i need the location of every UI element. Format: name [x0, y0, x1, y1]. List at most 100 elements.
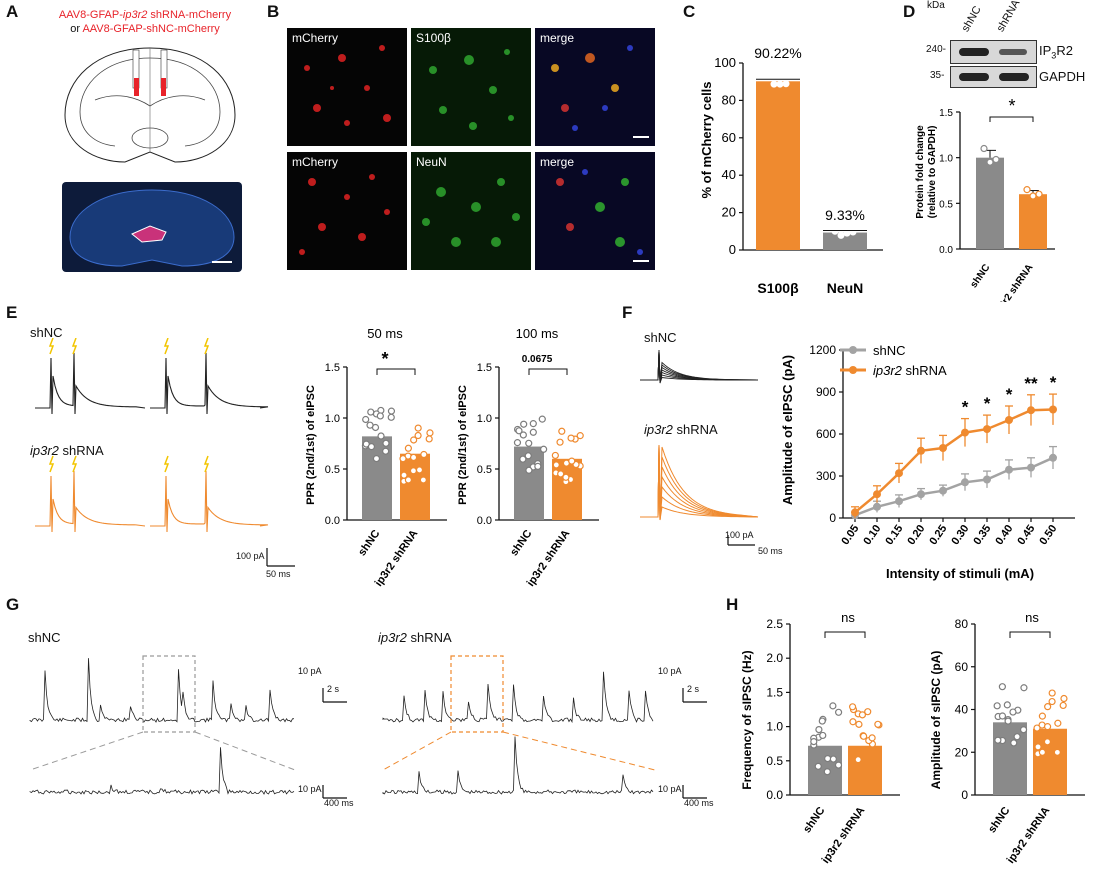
significance-marker: * [1050, 373, 1057, 392]
group-label-shrna: ip3r2 shRNA [378, 630, 452, 645]
data-point [895, 497, 903, 506]
y-tick-label: 80 [955, 617, 969, 631]
value-label: 9.33% [825, 207, 865, 223]
data-point [419, 476, 427, 484]
x-tick-label: 0.50 [1037, 523, 1059, 547]
x-tick-label: shNC [801, 805, 827, 835]
significance-marker: 0.0675 [522, 354, 553, 365]
data-point [551, 451, 559, 460]
data-point [1043, 738, 1052, 746]
micrograph-neun: NeuN [411, 152, 531, 270]
group-label-shnc: shNC [30, 325, 63, 340]
significance-marker: ** [1024, 374, 1038, 393]
x-tick-label: 0.20 [905, 523, 927, 547]
data-point [823, 768, 831, 776]
data-point [848, 703, 857, 711]
data-point [404, 444, 412, 452]
eipsc-traces [640, 349, 759, 546]
micrograph-mcherry-1: mCherry [287, 28, 407, 146]
data-point [834, 761, 843, 769]
data-point [387, 413, 395, 421]
data-point [362, 415, 370, 424]
data-point [404, 476, 413, 484]
data-point [372, 455, 381, 463]
data-point [917, 490, 925, 499]
data-point [556, 438, 564, 446]
data-point [1049, 405, 1057, 414]
data-point [819, 731, 827, 740]
data-point [994, 736, 1002, 744]
stimulus-icon [163, 338, 170, 355]
data-point [409, 467, 418, 475]
significance-bracket [824, 631, 866, 638]
data-point [1027, 463, 1035, 472]
data-point [529, 428, 537, 436]
panel-label-a: A [6, 2, 19, 21]
y-tick-label: 40 [955, 703, 969, 717]
y-tick-label: 600 [816, 427, 836, 441]
y-axis-label: Frequency of sIPSC (Hz) [740, 650, 754, 789]
data-point [829, 755, 837, 763]
micrograph-label: merge [540, 155, 575, 169]
data-point [782, 80, 790, 88]
y-tick-label: 0.0 [939, 245, 953, 256]
panel-label-b: B [267, 2, 280, 21]
data-point [1005, 465, 1013, 474]
micrograph-label: mCherry [292, 31, 339, 45]
trace [640, 349, 759, 384]
panel-d-chart: Protein fold change (relative to GAPDH) … [915, 96, 1055, 302]
data-point [998, 712, 1007, 720]
trace [382, 736, 654, 795]
data-point [1049, 453, 1057, 462]
data-point [529, 420, 537, 428]
brain-atlas-schematic [64, 47, 236, 163]
scale-label: 50 ms [758, 546, 783, 556]
x-tick-label: 0.25 [927, 523, 949, 547]
scale-label: 100 pA [725, 530, 754, 540]
data-point [1009, 708, 1017, 716]
stimulus-icon [71, 455, 78, 473]
data-point [387, 407, 396, 415]
trace [29, 747, 295, 795]
virus-label: AAV8-GFAP-ip3r2 shRNA-mCherry or AAV8-GF… [58, 9, 232, 35]
panel-e-charts: 50 ms 100 ms * 0.0675 PPR (2nd/1st) of e… [305, 326, 599, 589]
data-point [998, 683, 1006, 691]
y-tick-label: 0.0 [325, 515, 340, 527]
bar [400, 453, 430, 520]
data-point [1027, 406, 1035, 415]
y-axis-label: % of mCherry cells [699, 81, 714, 198]
micrograph-label: S100β [416, 31, 451, 45]
y-axis-label: Amplitude of sIPSC (pA) [929, 651, 943, 790]
significance-bracket [1009, 631, 1051, 638]
stimulus-icon [48, 338, 55, 355]
data-point [515, 427, 523, 435]
data-point [837, 231, 845, 239]
data-point [1044, 703, 1052, 711]
lane-label: shNC [959, 4, 984, 35]
trace [35, 470, 146, 533]
data-point [520, 420, 528, 428]
y-axis-label: Amplitude of eIPSC (pA) [780, 355, 795, 505]
plot-title: 50 ms [367, 326, 403, 341]
data-point [552, 461, 560, 469]
data-point [367, 443, 376, 451]
data-point [1059, 701, 1067, 710]
data-point [1048, 697, 1056, 706]
data-point [776, 80, 784, 88]
trace [640, 444, 759, 521]
bar [823, 232, 867, 250]
data-point [855, 720, 863, 728]
data-point [829, 702, 837, 710]
bar [976, 157, 1004, 249]
x-tick-label: ip3r2 shRNA [992, 262, 1035, 302]
stimulus-icon [203, 455, 210, 473]
data-point [992, 155, 1000, 164]
bar [1033, 728, 1067, 795]
panel-label-f: F [622, 303, 633, 322]
y-tick-label: 1.5 [325, 362, 340, 374]
y-tick-label: 900 [816, 385, 836, 399]
trace [640, 444, 759, 521]
data-point [986, 158, 994, 166]
stimulus-icon [48, 455, 55, 473]
bar [993, 722, 1027, 795]
